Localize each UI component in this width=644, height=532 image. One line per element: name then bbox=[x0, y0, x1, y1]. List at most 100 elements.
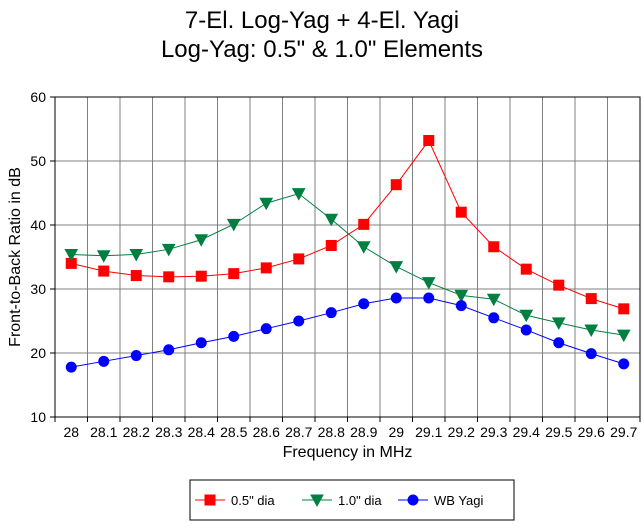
data-point bbox=[584, 324, 599, 338]
series-3 bbox=[65, 292, 630, 373]
legend-entry: WB Yagi bbox=[398, 493, 483, 508]
legend-label: 0.5" dia bbox=[231, 493, 275, 508]
y-axis-label: Front-to-Back Ratio in dB bbox=[7, 167, 24, 347]
data-point bbox=[358, 298, 370, 310]
data-point bbox=[488, 312, 500, 324]
data-point bbox=[163, 271, 175, 283]
x-tick-label: 29.7 bbox=[610, 424, 637, 440]
data-point bbox=[194, 234, 209, 247]
y-tick-label: 50 bbox=[30, 153, 46, 169]
series-layer bbox=[64, 135, 631, 373]
data-point bbox=[423, 135, 435, 147]
x-tick-label: 28.5 bbox=[220, 424, 247, 440]
data-point bbox=[488, 241, 500, 253]
x-tick-label: 28 bbox=[63, 424, 79, 440]
data-point bbox=[486, 293, 501, 307]
data-point bbox=[423, 292, 435, 304]
data-point bbox=[585, 348, 597, 360]
data-point bbox=[64, 248, 79, 262]
legend-box bbox=[189, 479, 515, 521]
legend-label: 1.0" dia bbox=[338, 493, 382, 508]
y-tick-label: 30 bbox=[30, 281, 46, 297]
data-point bbox=[520, 263, 532, 275]
y-tick-label: 20 bbox=[30, 345, 46, 361]
x-tick-label: 28.1 bbox=[90, 424, 117, 440]
data-point bbox=[96, 250, 111, 263]
data-point bbox=[455, 300, 467, 312]
data-point bbox=[455, 206, 467, 218]
data-point bbox=[551, 317, 566, 330]
x-tick-label: 29.1 bbox=[415, 424, 442, 440]
y-tick-label: 40 bbox=[30, 217, 46, 233]
data-point bbox=[228, 330, 240, 342]
axes bbox=[50, 96, 641, 422]
data-point bbox=[390, 179, 402, 191]
y-tick-label: 60 bbox=[30, 89, 46, 105]
data-point bbox=[130, 270, 142, 282]
legend-label: WB Yagi bbox=[434, 493, 483, 508]
data-point bbox=[585, 293, 597, 305]
data-point bbox=[553, 279, 565, 291]
x-tick-label: 28.7 bbox=[285, 424, 312, 440]
data-point bbox=[454, 289, 469, 303]
legend-entry: 1.0" dia bbox=[302, 493, 382, 508]
data-point bbox=[618, 358, 630, 370]
series-line bbox=[71, 297, 624, 368]
data-point bbox=[65, 361, 77, 373]
legend-marker bbox=[407, 494, 419, 506]
x-tick-label: 29.5 bbox=[545, 424, 572, 440]
data-point bbox=[520, 324, 532, 336]
data-point bbox=[195, 270, 207, 282]
legend: 0.5" dia 1.0" dia WB Yagi bbox=[189, 479, 515, 521]
data-point bbox=[98, 355, 110, 367]
data-point bbox=[195, 337, 207, 349]
data-point bbox=[325, 239, 337, 251]
x-tick-label: 28.9 bbox=[350, 424, 377, 440]
x-tick-label: 28.8 bbox=[318, 424, 345, 440]
x-tick-label: 28.2 bbox=[123, 424, 150, 440]
data-point bbox=[228, 268, 240, 280]
data-point bbox=[421, 277, 436, 290]
grid bbox=[54, 96, 641, 418]
data-point bbox=[519, 309, 534, 323]
x-tick-label: 29.6 bbox=[578, 424, 605, 440]
data-point bbox=[553, 337, 565, 349]
data-point bbox=[260, 262, 272, 274]
series-line bbox=[71, 193, 624, 336]
data-point bbox=[389, 261, 404, 274]
x-tick-label: 29.2 bbox=[448, 424, 475, 440]
data-point bbox=[163, 344, 175, 356]
data-point bbox=[98, 265, 110, 277]
x-tick-label: 28.3 bbox=[155, 424, 182, 440]
series-1 bbox=[65, 135, 630, 315]
x-axis-label: Frequency in MHz bbox=[283, 444, 413, 461]
data-point bbox=[226, 218, 241, 232]
y-tick-label: 10 bbox=[30, 409, 46, 425]
data-point bbox=[618, 303, 630, 315]
data-point bbox=[291, 188, 306, 201]
data-point bbox=[325, 307, 337, 319]
x-tick-label: 29.4 bbox=[513, 424, 540, 440]
data-point bbox=[358, 218, 370, 230]
chart-title-line-1: 7-El. Log-Yag + 4-El. Yagi bbox=[185, 7, 459, 34]
data-point bbox=[293, 253, 305, 265]
x-tick-label: 29 bbox=[388, 424, 404, 440]
legend-entry: 0.5" dia bbox=[195, 493, 275, 508]
series-2 bbox=[64, 188, 631, 343]
data-point bbox=[129, 248, 144, 262]
data-point bbox=[260, 323, 272, 335]
chart-title-line-2: Log-Yag: 0.5" & 1.0" Elements bbox=[161, 36, 483, 63]
data-point bbox=[616, 329, 631, 343]
x-tick-label: 28.6 bbox=[253, 424, 280, 440]
data-point bbox=[161, 243, 176, 257]
axis-labels: 10 20 30 40 50 60 28 28.1 28.2 28.3 28.4 28.5 28.6 28… bbox=[7, 89, 638, 461]
x-tick-label: 29.3 bbox=[480, 424, 507, 440]
data-point bbox=[130, 350, 142, 362]
data-point bbox=[293, 315, 305, 327]
legend-marker bbox=[204, 494, 216, 506]
data-point bbox=[356, 241, 371, 254]
x-tick-label: 28.4 bbox=[188, 424, 215, 440]
